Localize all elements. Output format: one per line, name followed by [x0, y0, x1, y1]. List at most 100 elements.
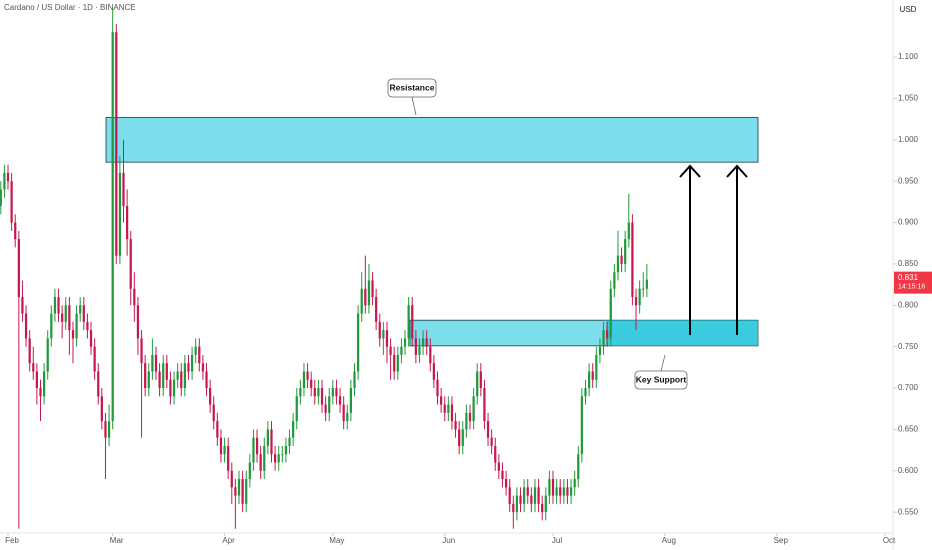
candle-body — [587, 371, 591, 389]
candle-body — [324, 404, 327, 413]
candle-body — [595, 354, 598, 380]
x-tick-label: May — [329, 536, 344, 545]
candle-body — [209, 388, 212, 405]
candle-body — [591, 371, 594, 380]
candle-body — [458, 429, 461, 446]
last-price: 0.831 — [898, 273, 919, 282]
arrow-head — [679, 164, 701, 178]
candle-body — [46, 338, 49, 372]
candle-body — [598, 346, 602, 355]
candle-body — [61, 313, 64, 322]
candle-body — [39, 388, 42, 397]
candle-body — [425, 338, 428, 347]
candle-body — [609, 288, 612, 339]
candle-body — [335, 388, 338, 397]
candle-body — [515, 495, 519, 513]
x-tick-label: Sep — [774, 536, 789, 545]
candle-body — [299, 388, 302, 397]
candle-body — [468, 412, 472, 422]
x-tick-label: Oct — [883, 536, 896, 545]
candle-body — [259, 454, 262, 471]
candle-body — [230, 470, 233, 488]
candle-body — [544, 495, 547, 513]
candle-body — [461, 429, 464, 446]
candle-body — [385, 330, 389, 347]
candle-body — [504, 479, 508, 488]
candle-body — [310, 379, 313, 389]
x-tick-label: Aug — [662, 536, 676, 545]
candle-body — [133, 288, 136, 306]
candle-body — [107, 421, 111, 438]
candle-body — [169, 379, 172, 397]
candle-body — [353, 371, 356, 389]
candle-body — [165, 363, 168, 380]
candle-body — [306, 371, 309, 380]
candle-body — [115, 32, 118, 256]
candle-body — [223, 445, 226, 455]
candle-body — [548, 479, 551, 496]
callout-pointer — [660, 354, 666, 372]
x-tick-label: Jul — [552, 536, 562, 545]
candle-body — [580, 396, 584, 455]
candle-body — [360, 288, 363, 314]
candle-body — [414, 338, 417, 355]
zone — [105, 117, 759, 163]
candle-body — [602, 330, 605, 347]
candle-body — [349, 388, 353, 413]
candle-body — [551, 479, 555, 496]
candle-body — [82, 305, 85, 322]
candle-body — [245, 479, 248, 504]
zone-highlight — [606, 320, 758, 346]
candle-body — [147, 371, 150, 389]
candle-body — [429, 346, 432, 364]
candle-body — [71, 330, 75, 339]
candle-body — [176, 371, 179, 380]
y-tick-label: 1.050 — [898, 94, 919, 103]
candle-body — [10, 181, 13, 223]
candle-body — [472, 396, 475, 422]
candle-body — [140, 338, 143, 364]
candle-body — [198, 346, 201, 364]
candle-body — [118, 172, 122, 256]
candle-body — [642, 288, 645, 290]
currency-label: USD — [900, 5, 917, 14]
candle-body — [104, 421, 107, 438]
candle-body — [154, 354, 158, 372]
candle-body — [180, 371, 183, 389]
candle-body — [331, 388, 334, 397]
candle-body — [501, 470, 504, 480]
candle-body — [638, 288, 641, 306]
candle-body — [281, 454, 284, 456]
y-tick-label: 0.700 — [898, 383, 919, 392]
candle-body — [541, 503, 544, 513]
candle-body — [122, 172, 125, 207]
candle-body — [111, 32, 114, 422]
candle-body — [483, 388, 486, 422]
candle-body — [237, 479, 241, 496]
candle-body — [411, 305, 414, 339]
candle-body — [194, 346, 197, 355]
candle-body — [497, 462, 500, 471]
candle-body — [645, 279, 648, 289]
candle-body — [255, 437, 259, 455]
y-tick-label: 0.800 — [898, 300, 919, 309]
candle-body — [555, 487, 558, 496]
candle-body — [537, 487, 540, 504]
candle-body — [89, 330, 93, 347]
candle-body — [266, 429, 269, 446]
candle-body — [100, 396, 103, 422]
y-tick-label: 0.650 — [898, 425, 919, 434]
candle-body — [35, 371, 39, 389]
candle-body — [490, 437, 493, 446]
candle-body — [162, 363, 165, 389]
candle-body — [382, 330, 385, 339]
candle-body — [75, 313, 78, 339]
y-tick-label: 1.000 — [898, 135, 919, 144]
candle-body — [68, 305, 71, 331]
candle-body — [129, 239, 132, 289]
candle-body — [190, 354, 194, 372]
candle-body — [241, 479, 244, 504]
candle-body — [292, 421, 295, 438]
candle-body — [234, 487, 237, 496]
candle-body — [64, 305, 67, 322]
